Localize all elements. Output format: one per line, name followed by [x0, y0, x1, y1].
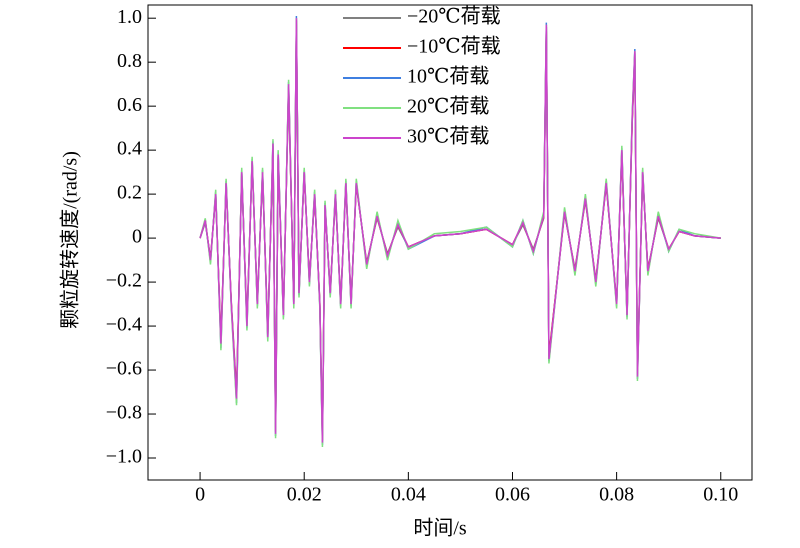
- x-tick-label: 0.04: [391, 484, 426, 506]
- legend-label: 20℃荷载: [407, 95, 489, 118]
- x-tick-label: 0.10: [703, 484, 738, 506]
- y-tick-label: −0.2: [106, 270, 142, 292]
- legend-label: 10℃荷载: [407, 65, 489, 88]
- x-tick-label: 0: [195, 484, 205, 506]
- x-axis-label: 时间/s: [413, 517, 467, 540]
- y-tick-label: −0.6: [106, 358, 142, 380]
- x-tick-label: 0.06: [495, 484, 530, 506]
- y-axis-label: 颗粒旋转速度/(rad/s): [59, 151, 82, 329]
- y-tick-label: −0.8: [106, 402, 142, 424]
- legend-label: −10℃荷载: [407, 35, 501, 58]
- y-tick-label: 0.8: [117, 50, 142, 72]
- y-tick-label: 0.6: [117, 94, 142, 116]
- x-tick-label: 0.08: [599, 484, 634, 506]
- legend-label: −20℃荷载: [407, 5, 501, 28]
- y-tick-label: 0.2: [117, 182, 142, 204]
- plot-frame: [147, 4, 753, 481]
- y-tick-label: 0: [132, 226, 142, 248]
- series-line: [199, 18, 721, 443]
- y-tick-label: −1.0: [106, 446, 142, 468]
- y-tick-label: 1.0: [117, 6, 142, 28]
- legend-label: 30℃荷载: [407, 125, 489, 148]
- y-tick-label: −0.4: [106, 314, 142, 336]
- x-tick-label: 0.02: [287, 484, 322, 506]
- y-tick-label: 0.4: [117, 138, 142, 160]
